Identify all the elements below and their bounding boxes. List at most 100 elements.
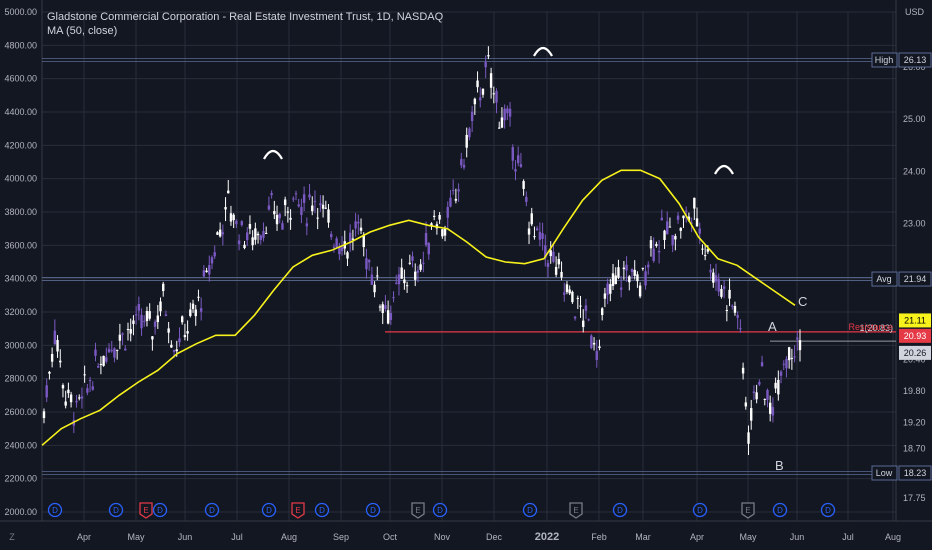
earnings-marker — [411, 502, 425, 519]
z-icon: Z — [9, 532, 15, 542]
candle-body — [687, 216, 691, 221]
candle-body — [484, 62, 487, 68]
head-marker — [714, 164, 734, 175]
candle-body — [506, 108, 509, 114]
candle-body — [254, 228, 257, 240]
right-axis-tick: 24.00 — [903, 166, 926, 176]
left-axis-tick: 3800.00 — [4, 207, 37, 217]
candle-body — [546, 262, 550, 268]
candle-body — [516, 155, 520, 164]
candle-body — [275, 214, 279, 225]
candle-body — [121, 333, 124, 335]
candle-body — [752, 391, 756, 394]
candle-body — [755, 392, 758, 400]
left-axis-tick: 5000.00 — [4, 7, 37, 17]
candle-body — [571, 291, 574, 303]
dividend-marker — [152, 502, 168, 518]
earnings-marker-label: E — [745, 506, 750, 515]
candle-body — [655, 244, 658, 246]
candle-body — [194, 309, 197, 317]
candle-body — [736, 315, 739, 318]
candle-body — [59, 360, 62, 363]
x-axis-tick: Jul — [842, 532, 854, 542]
candle-body — [750, 408, 753, 421]
candle-body — [508, 108, 512, 117]
candle-body — [462, 164, 466, 168]
candle-body — [61, 385, 65, 389]
candle-body — [153, 321, 157, 327]
candle-body — [633, 269, 636, 276]
candle-body — [741, 367, 745, 374]
candle-body — [641, 267, 645, 269]
candle-body — [134, 314, 138, 316]
candle-body — [457, 189, 460, 192]
candle-body — [682, 215, 685, 219]
earnings-marker-label: E — [415, 506, 420, 515]
candle-body — [712, 272, 715, 283]
candle-body — [175, 349, 178, 352]
candle-body — [227, 190, 230, 194]
x-axis-tick: Feb — [591, 532, 607, 542]
candle-body — [744, 402, 748, 407]
candle-body — [568, 289, 571, 294]
candle-body — [167, 328, 170, 333]
left-axis-tick: 3400.00 — [4, 274, 37, 284]
candle-body — [728, 289, 731, 299]
candle-body — [395, 282, 398, 284]
candle-body — [351, 238, 355, 240]
candle-body — [208, 265, 211, 275]
candle-body — [590, 335, 593, 349]
candle-body — [357, 221, 360, 224]
price-tag-label-box — [871, 271, 898, 287]
dividend-marker — [108, 502, 124, 518]
candle-body — [419, 264, 422, 270]
candle-body — [302, 194, 306, 203]
candle-body — [535, 228, 539, 231]
candle-body — [771, 407, 775, 416]
candle-body — [324, 207, 328, 209]
candle-body — [747, 432, 750, 444]
x-axis-tick: Jun — [790, 532, 805, 542]
candle-body — [470, 111, 474, 122]
left-axis-tick: 3600.00 — [4, 240, 37, 250]
candle-body — [481, 88, 485, 95]
x-axis-tick: May — [127, 532, 145, 542]
candle-body — [538, 231, 542, 240]
candle-body — [701, 248, 704, 250]
candle-body — [554, 266, 558, 275]
candle-body — [479, 97, 482, 101]
candle-body — [283, 199, 287, 206]
candle-body — [270, 193, 273, 196]
candle-body — [218, 229, 222, 237]
dividend-marker — [522, 502, 538, 518]
candle-body — [78, 397, 81, 399]
candle-body — [603, 293, 607, 299]
candle-body — [256, 233, 260, 236]
candle-body — [671, 234, 674, 246]
candle-body — [45, 385, 48, 398]
candle-body — [321, 204, 325, 209]
candle-body — [346, 252, 349, 259]
chart-title: Gladstone Commercial Corporation - Real … — [47, 11, 444, 23]
price-tag-value-box — [899, 328, 931, 343]
candle-body — [768, 402, 772, 414]
candle-body — [758, 381, 761, 385]
candle-body — [189, 309, 192, 316]
left-axis-tick: 2000.00 — [4, 507, 37, 517]
candle-body — [240, 221, 244, 226]
candle-body — [224, 207, 227, 210]
candle-body — [392, 297, 395, 299]
dividend-marker-label: D — [266, 506, 272, 515]
candle-body — [733, 306, 737, 313]
candle-body — [787, 347, 791, 361]
candle-body — [552, 251, 555, 262]
candle-body — [565, 284, 569, 293]
candle-body — [432, 215, 436, 217]
earnings-marker-label: E — [143, 506, 148, 515]
candle-body — [259, 235, 262, 240]
candle-body — [416, 270, 420, 273]
candle-body — [617, 267, 620, 278]
candle-body — [80, 396, 84, 399]
candle-body — [199, 308, 203, 312]
